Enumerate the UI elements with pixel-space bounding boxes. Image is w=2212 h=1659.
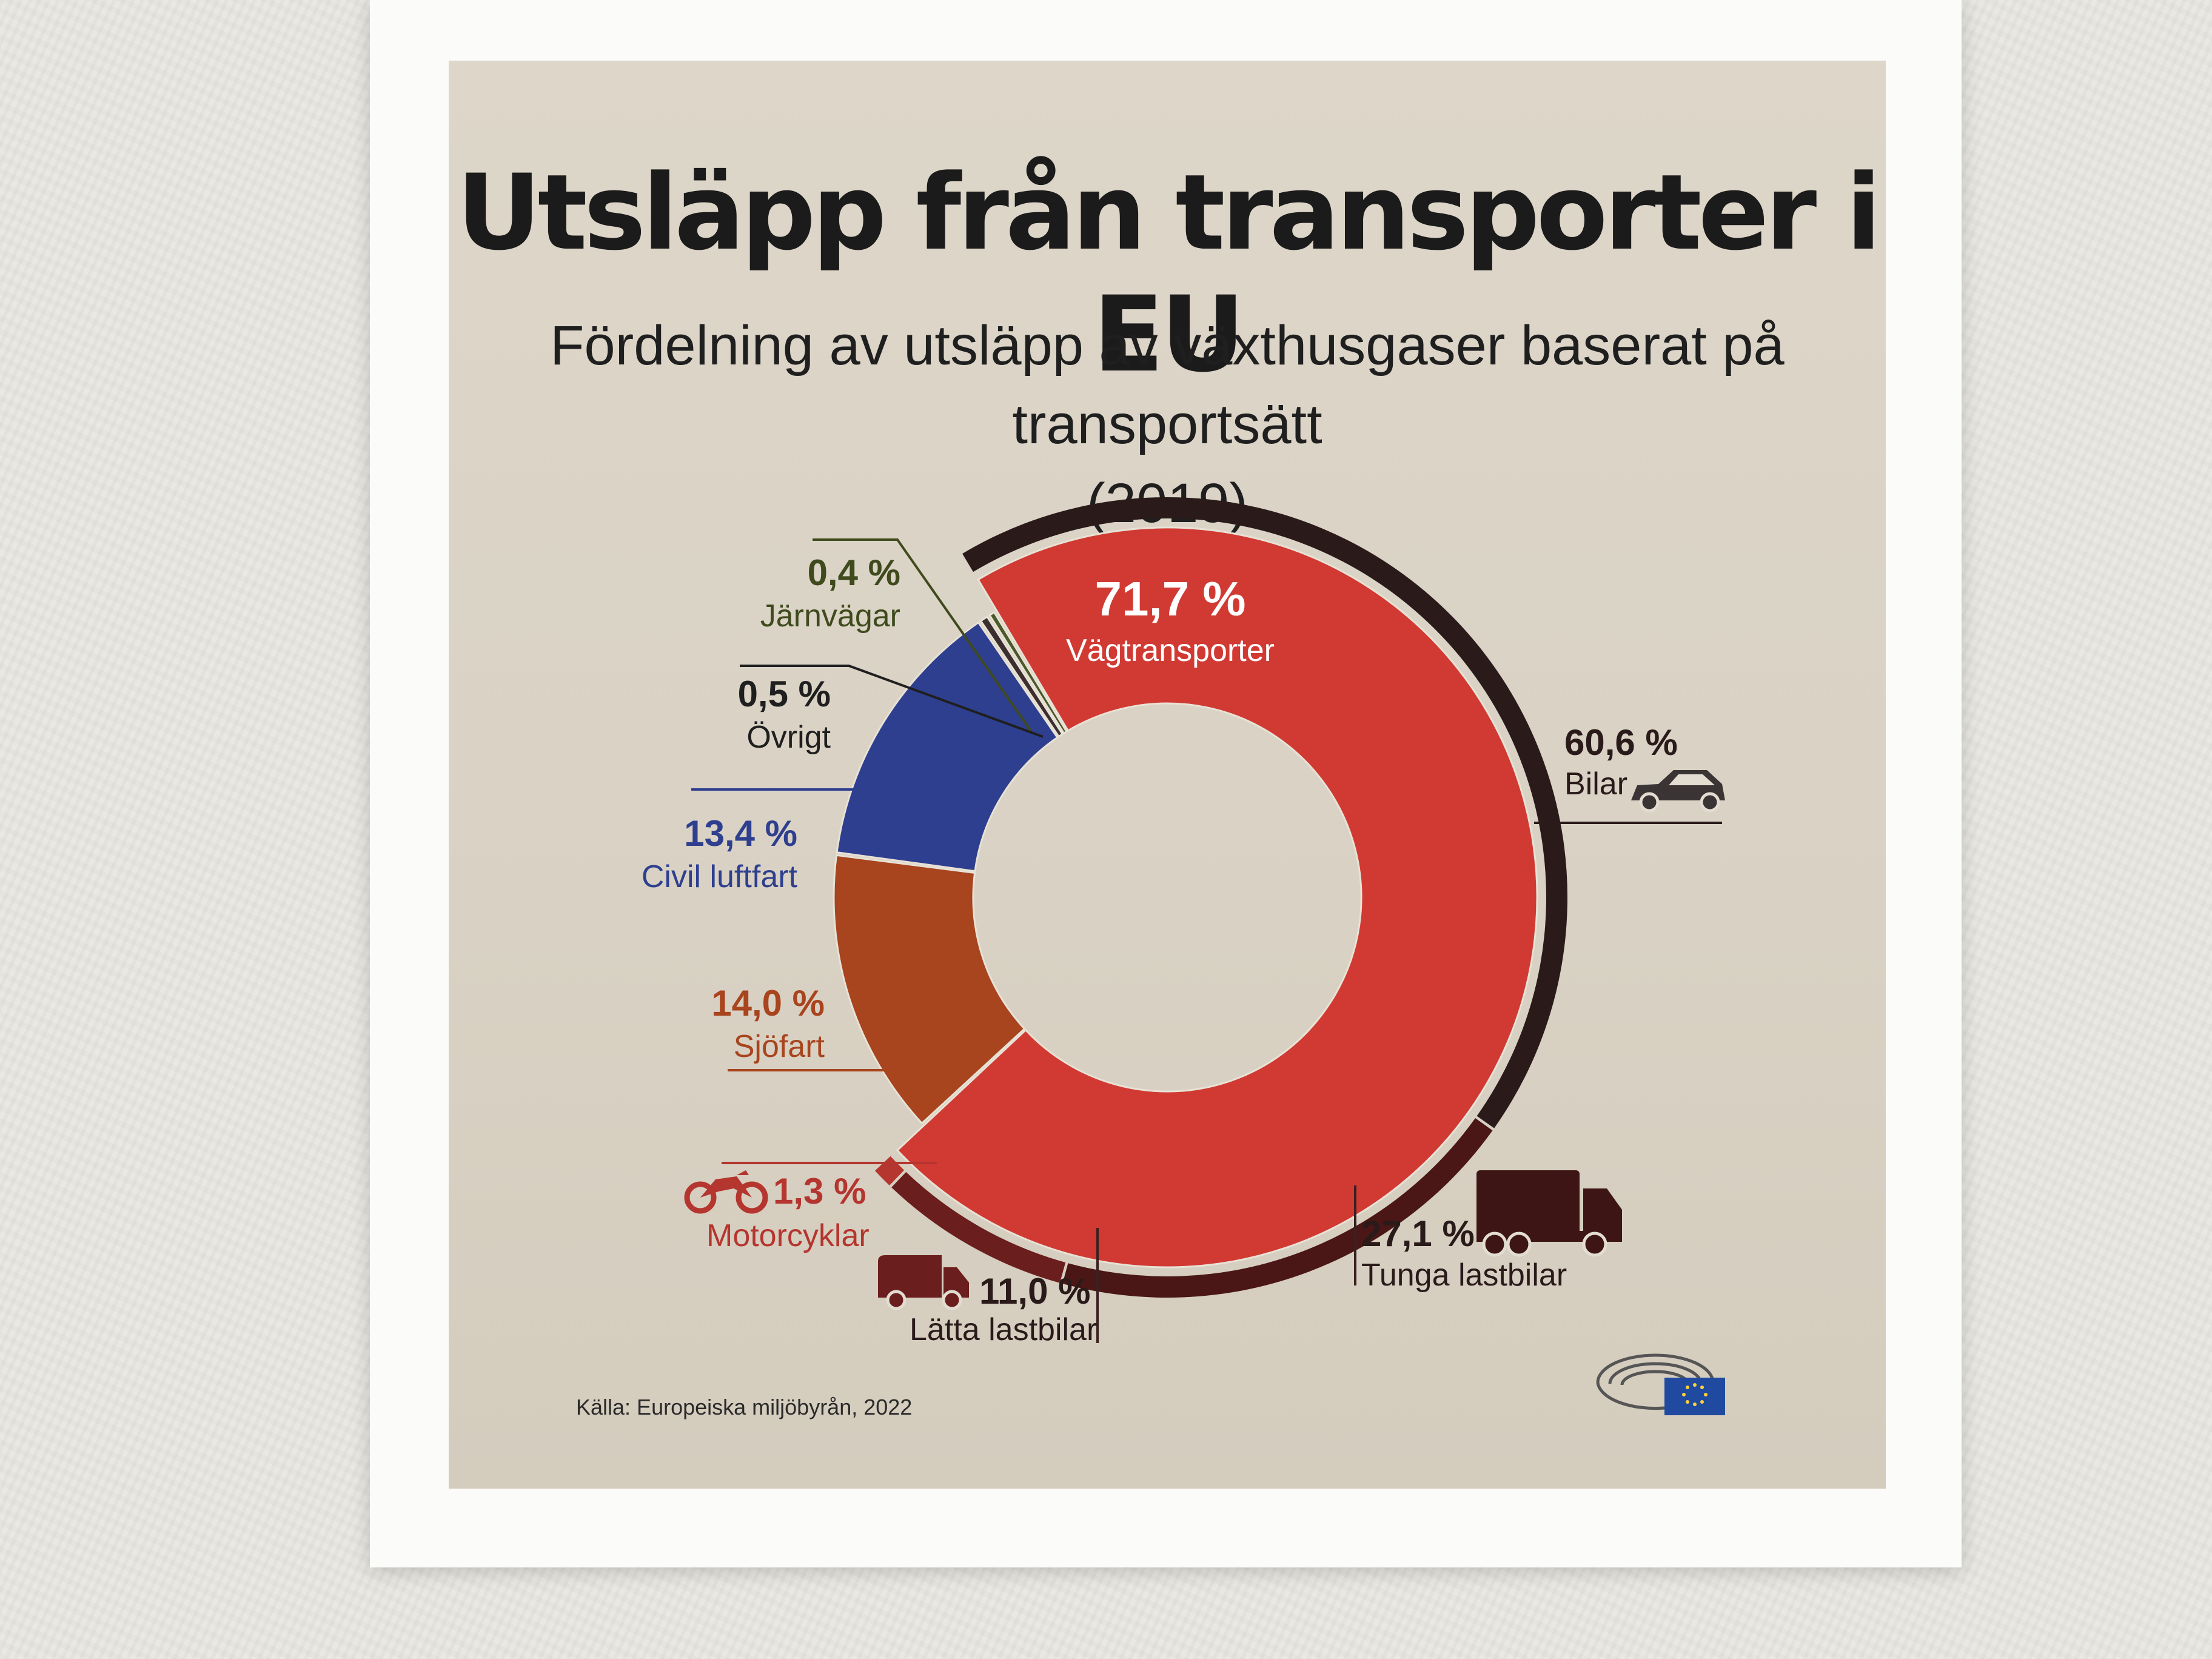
value-latta-lastbilar: 11,0 % <box>979 1271 1091 1312</box>
value-vagtransporter: 71,7 % <box>1094 572 1245 626</box>
leader-line-jarnvagar <box>813 538 1032 732</box>
truck-icon <box>1476 1170 1622 1257</box>
name-civil-luftfart: Civil luftfart <box>642 859 798 894</box>
label-bilar: 60,6 %Bilar <box>1564 722 1678 802</box>
label-sjofart: 14,0 % Sjöfart <box>711 983 825 1064</box>
label-civil-luftfart: 13,4 % Civil luftfart <box>642 813 798 894</box>
name-jarnvagar: Järnvägar <box>760 598 900 634</box>
label-jarnvagar: 0,4 % Järnvägar <box>760 552 900 634</box>
car-icon <box>1631 770 1725 813</box>
donut-slice-civil-luftfart <box>836 621 1059 873</box>
name-tunga-lastbilar: Tunga lastbilar <box>1361 1258 1567 1293</box>
outer-ring-slice-latta-lastbilar <box>891 1171 1066 1283</box>
value-civil-luftfart: 13,4 % <box>684 813 797 854</box>
name-latta-lastbilar: Lätta lastbilar <box>910 1312 1097 1347</box>
donut-slice-ovrigt <box>979 615 1064 738</box>
van-icon <box>878 1255 969 1310</box>
label-vagtransporter: 71,7 % Vägtransporter <box>1066 572 1275 668</box>
label-tunga-lastbilar: 27,1 % Tunga lastbilar <box>1361 1213 1567 1293</box>
value-motorcyklar: 1,3 % <box>773 1171 866 1212</box>
label-latta-lastbilar: 11,0 %Lätta lastbilar <box>910 1271 1097 1347</box>
name-sjofart: Sjöfart <box>734 1029 825 1064</box>
label-motorcyklar: 1,3 % Motorcyklar <box>706 1171 870 1253</box>
leader-line-ovrigt <box>740 665 1044 738</box>
outer-ring-slice-tunga-lastbilar <box>1062 1118 1493 1298</box>
name-vagtransporter: Vägtransporter <box>1066 633 1275 668</box>
donut-slice-sjofart <box>833 854 1026 1125</box>
donut-slice-jarnvagar <box>988 611 1068 735</box>
name-bilar: Bilar <box>1564 766 1627 802</box>
value-bilar: 60,6 % <box>1564 722 1678 763</box>
source-note: Källa: Europeiska miljöbyrån, 2022 <box>576 1395 913 1419</box>
value-sjofart: 14,0 % <box>711 983 825 1024</box>
subtitle-line-1: Fördelning av utsläpp av växthusgaser ba… <box>550 315 1785 455</box>
chart-title: Utsläpp från transporter i EU <box>456 152 1882 395</box>
value-jarnvagar: 0,4 % <box>808 552 900 593</box>
label-ovrigt: 0,5 % Övrigt <box>738 674 831 755</box>
european-parliament-logo <box>1596 1353 1725 1415</box>
motorcycle-icon <box>684 1170 768 1214</box>
value-tunga-lastbilar: 27,1 % <box>1361 1213 1475 1254</box>
value-ovrigt: 0,5 % <box>738 674 831 714</box>
name-motorcyklar: Motorcyklar <box>706 1218 870 1253</box>
donut-slice-vagtransporter <box>896 526 1538 1269</box>
name-ovrigt: Övrigt <box>746 720 831 755</box>
